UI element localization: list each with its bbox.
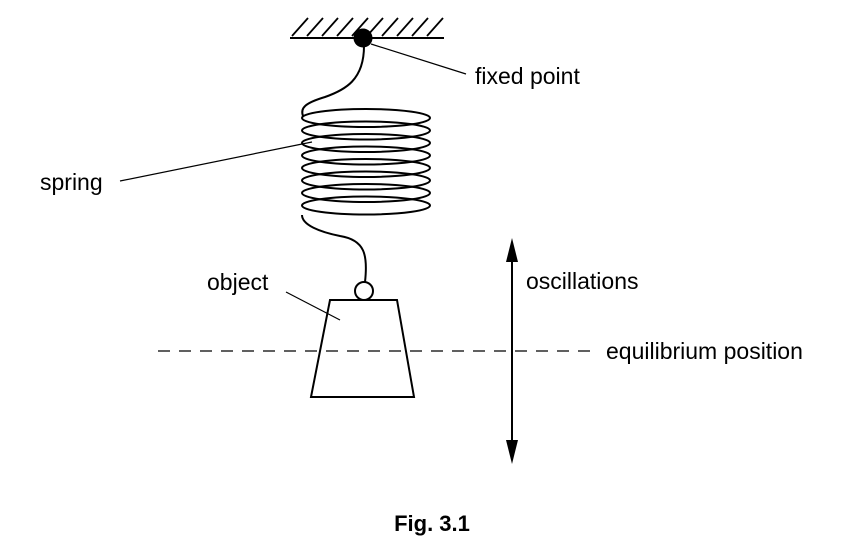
oscillations-arrow: [506, 238, 518, 464]
spring-coil: [301, 183, 431, 203]
object-mass: [309, 299, 416, 398]
spring-coil: [301, 195, 431, 216]
spring-label: spring: [40, 169, 103, 195]
spring-coil: [301, 158, 431, 178]
oscillations-label: oscillations: [526, 268, 639, 294]
spring-coil: [301, 133, 431, 153]
spring-top-wire: [301, 45, 365, 117]
figure-caption: Fig. 3.1: [394, 511, 470, 536]
spring-coil: [301, 120, 431, 141]
spring-coil: [301, 108, 431, 128]
oscillations-arrow-head-down: [506, 440, 518, 464]
fixed-point-leader-line: [370, 43, 467, 75]
spring-bottom-wire: [301, 214, 367, 283]
spring-coil: [301, 145, 431, 166]
object-hook-ring: [354, 281, 374, 301]
object-label: object: [207, 269, 269, 295]
spring-leader-line: [119, 141, 313, 182]
equilibrium-position-label: equilibrium position: [606, 338, 803, 364]
spring-coils: [301, 108, 431, 216]
fixed-point-label: fixed point: [475, 63, 580, 89]
spring-coil: [301, 170, 431, 191]
fixed-point-dot: [353, 28, 373, 48]
oscillations-arrow-head-up: [506, 238, 518, 262]
object-leader-line: [285, 291, 341, 321]
